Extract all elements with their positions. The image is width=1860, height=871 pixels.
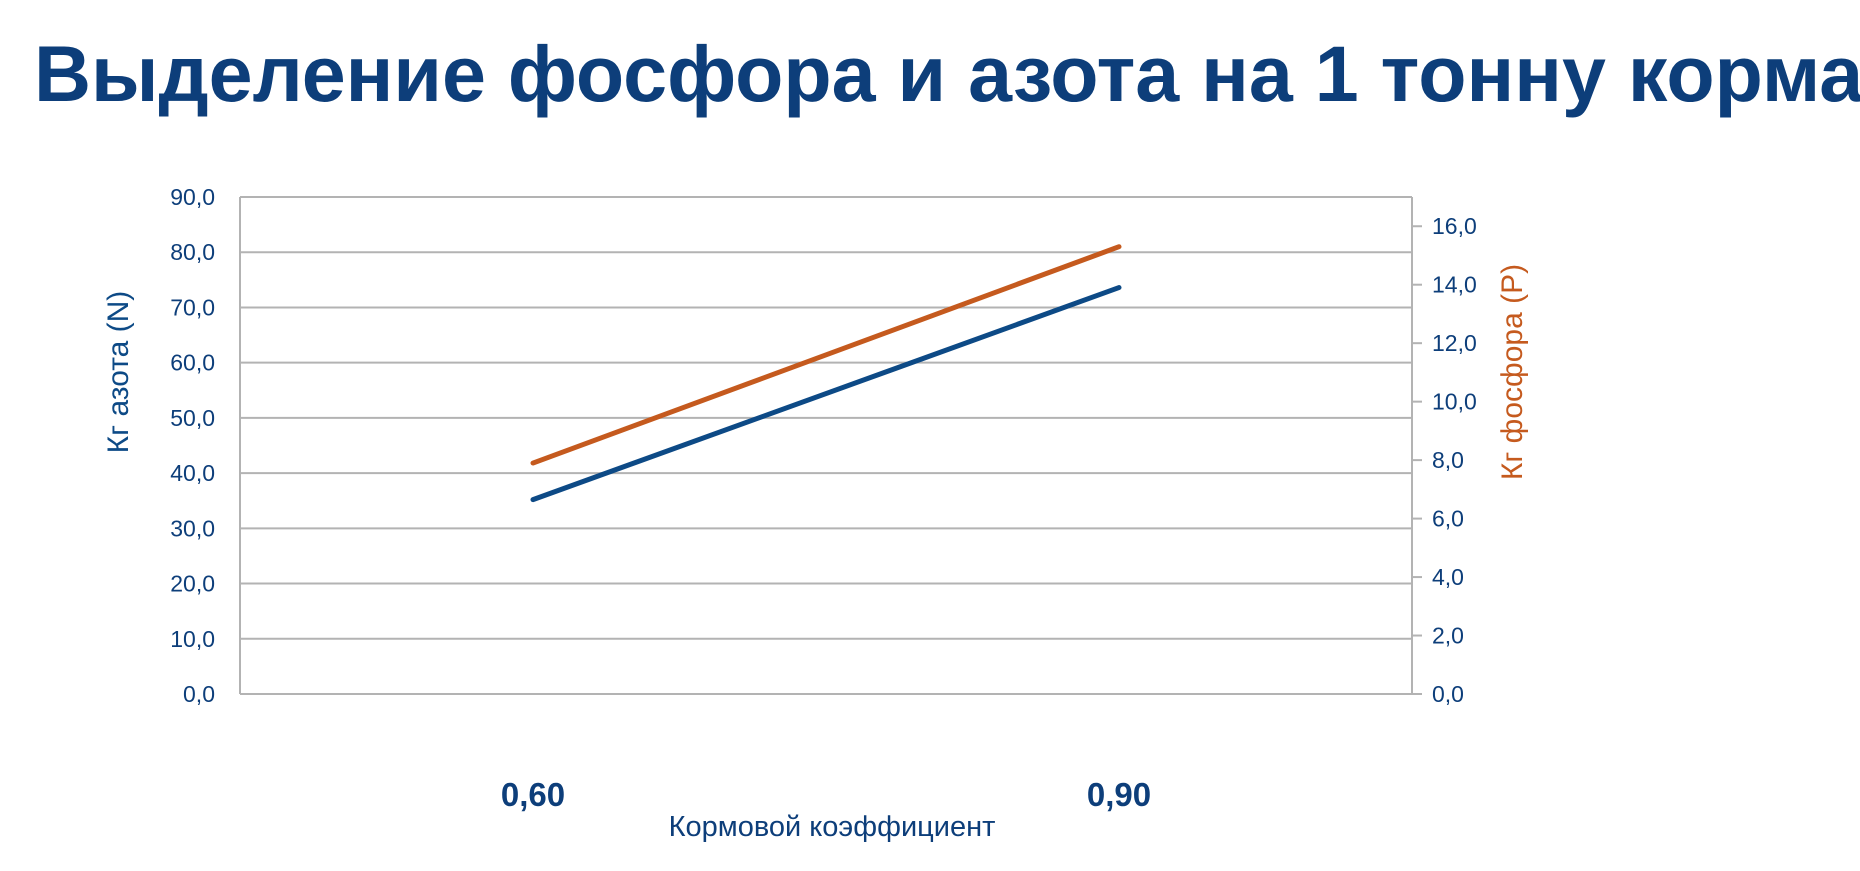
left-tick-label: 70,0 <box>170 294 215 320</box>
right-tick-label: 14,0 <box>1432 272 1477 298</box>
left-axis-ticks: 0,0 10,0 20,0 30,0 40,0 50,0 60,0 70,0 80,0 90,0 <box>170 184 215 707</box>
x-axis-ticks: 0,60 0,90 <box>501 776 1151 813</box>
x-tick-label: 0,60 <box>501 776 565 813</box>
right-tick-label: 2,0 <box>1432 623 1464 649</box>
nitrogen-line <box>530 285 1122 503</box>
x-tick-label: 0,90 <box>1087 776 1151 813</box>
x-axis-title: Кормовой коэффициент <box>669 811 996 843</box>
right-tick-label: 6,0 <box>1432 506 1464 532</box>
gridlines <box>239 196 1413 695</box>
left-tick-label: 80,0 <box>170 239 215 265</box>
right-tick-label: 10,0 <box>1432 389 1477 415</box>
left-tick-label: 60,0 <box>170 350 215 376</box>
left-tick-label: 90,0 <box>170 184 215 210</box>
left-tick-label: 20,0 <box>170 571 215 597</box>
left-tick-label: 40,0 <box>170 460 215 486</box>
slide-title: Выделение фосфора и азота на 1 тонну кор… <box>34 29 1860 118</box>
phosphorus-line <box>530 244 1122 466</box>
right-tick-label: 16,0 <box>1432 213 1477 239</box>
series-lines <box>530 244 1122 503</box>
right-tick-label: 4,0 <box>1432 564 1464 590</box>
left-tick-label: 30,0 <box>170 515 215 541</box>
left-tick-label: 0,0 <box>183 681 215 707</box>
left-tick-label: 50,0 <box>170 405 215 431</box>
right-tick-label: 12,0 <box>1432 330 1477 356</box>
right-axis-title: Кг фосфора (P) <box>1496 264 1529 480</box>
right-tick-label: 8,0 <box>1432 447 1464 473</box>
right-tick-label: 0,0 <box>1432 681 1464 707</box>
right-axis-ticks: 0,0 2,0 4,0 6,0 8,0 10,0 12,0 14,0 16,0 <box>1412 213 1477 707</box>
left-axis-title: Кг азота (N) <box>102 291 135 454</box>
left-tick-label: 10,0 <box>170 626 215 652</box>
